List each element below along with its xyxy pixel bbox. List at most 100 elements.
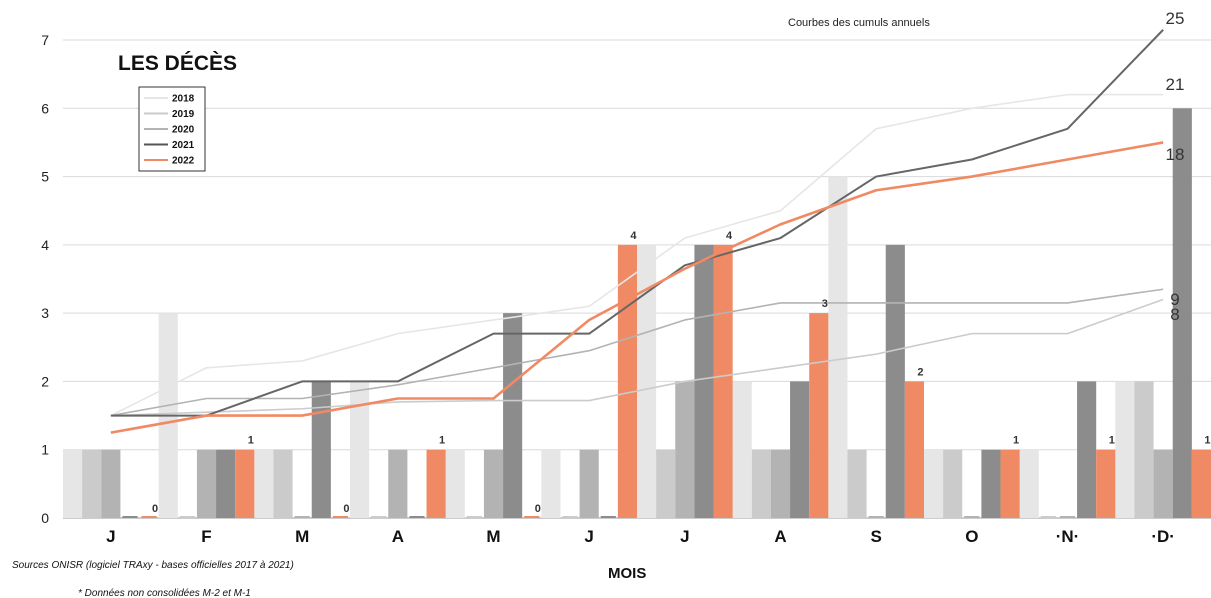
bar-2021 [981,449,1001,518]
x-axis-label: MOIS [608,565,646,582]
bar-2018 [254,449,274,518]
bar-2019 [371,516,387,518]
bar-2021 [1172,108,1192,519]
source-note: Sources ONISR (logiciel TRAxy - bases of… [12,560,294,571]
x-tick-label: A [774,527,786,546]
bar-2018 [924,449,944,518]
line-2018 [110,93,1164,417]
y-axis-ticks: 0 1 2 3 4 5 6 7 [41,32,49,526]
bar-2022 [524,516,540,518]
bar-2018 [828,176,848,519]
bar-2021 [600,516,616,518]
end-label: 9 [1170,290,1179,309]
data-label-2022: 1 [248,435,254,447]
chart-title: LES DÉCÈS [118,52,237,75]
legend-label-2018: 2018 [172,94,195,105]
line-2022 [110,141,1164,434]
bar-2020 [483,449,504,518]
bar-2021 [694,244,714,518]
bar-2020 [1059,516,1076,518]
bar-2021 [122,516,138,518]
x-tick-label: M [295,527,309,546]
x-tick-label: F [201,527,211,546]
bar-2022 [141,516,157,518]
data-label-2022: 1 [1109,435,1115,447]
end-label: 21 [1166,75,1185,94]
x-tick-label: ·N· [1056,527,1080,546]
bar-2022 [332,516,348,518]
end-labels: 25 21 18 98 [1166,9,1185,324]
bar-2021 [503,313,523,518]
data-label-2022: 3 [822,298,828,310]
data-label-2022: 0 [343,503,349,515]
x-tick-label: S [870,527,881,546]
bar-2020 [294,516,310,518]
bar-2020 [388,449,408,518]
x-tick-label: J [584,527,593,546]
bar-2019 [1040,516,1056,518]
y-tick-label: 0 [41,510,49,526]
bar-2021 [1077,381,1097,518]
bar-2019 [179,516,195,518]
bar-2022 [713,244,733,518]
x-tick-label: J [680,527,689,546]
bar-2022 [235,449,255,518]
bar-2022 [809,313,829,518]
bar-2022 [617,244,637,518]
bar-2018 [63,449,83,518]
bar-2021 [409,516,425,518]
end-label: 8 [1170,305,1179,324]
bar-2020 [1153,449,1173,518]
end-label: 18 [1166,145,1185,164]
y-tick-label: 5 [41,169,49,185]
line-2019 [110,298,1164,417]
bar-2018 [1115,381,1135,518]
bar-2021 [311,381,331,518]
x-tick-label: ·D· [1151,527,1175,546]
legend-label-2021: 2021 [172,140,195,151]
bar-2018 [637,244,657,518]
data-label-2022: 1 [1013,435,1019,447]
bar-2019 [82,449,102,518]
bar-2021 [885,244,905,518]
x-tick-label: A [392,527,404,546]
y-tick-label: 4 [41,237,49,253]
bar-2022 [904,381,924,518]
bar-2020 [770,449,791,518]
bar-2021 [790,381,810,518]
bar-2022 [1191,449,1211,518]
legend-label-2022: 2022 [172,156,195,167]
chart-subtitle: Courbes des cumuls annuels [788,17,930,29]
bar-2019 [273,449,293,518]
x-tick-label: M [486,527,500,546]
legend-label-2020: 2020 [172,125,195,136]
bar-2018 [541,449,561,518]
x-tick-label: J [106,527,115,546]
bar-2021 [216,449,236,518]
data-label-2022: 4 [726,230,733,242]
end-label: 25 [1166,9,1185,28]
bar-2018 [445,449,465,518]
y-tick-label: 2 [41,373,49,389]
bar-2019 [562,516,578,518]
line-2021 [110,29,1164,417]
bar-2020 [579,449,599,518]
bar-2020 [964,516,980,518]
data-label-2022: 0 [535,503,541,515]
data-label-2022: 4 [630,230,637,242]
bars [63,108,1211,519]
cumulative-lines [110,29,1164,434]
bar-2020 [101,449,121,518]
y-tick-label: 7 [41,32,49,48]
y-tick-label: 6 [41,100,49,116]
bar-2020 [675,381,695,518]
legend: 2018 2019 2020 2021 2022 [138,86,206,172]
x-axis-ticks: J F M A M J J A S O ·N· ·D· [106,527,1175,546]
bar-2020 [196,449,217,518]
y-tick-label: 3 [41,305,49,321]
data-note: * Données non consolidées M-2 et M-1 [78,588,251,598]
bar-2019 [1134,381,1154,518]
bar-2019 [847,449,867,518]
data-label-2022: 1 [439,435,445,447]
